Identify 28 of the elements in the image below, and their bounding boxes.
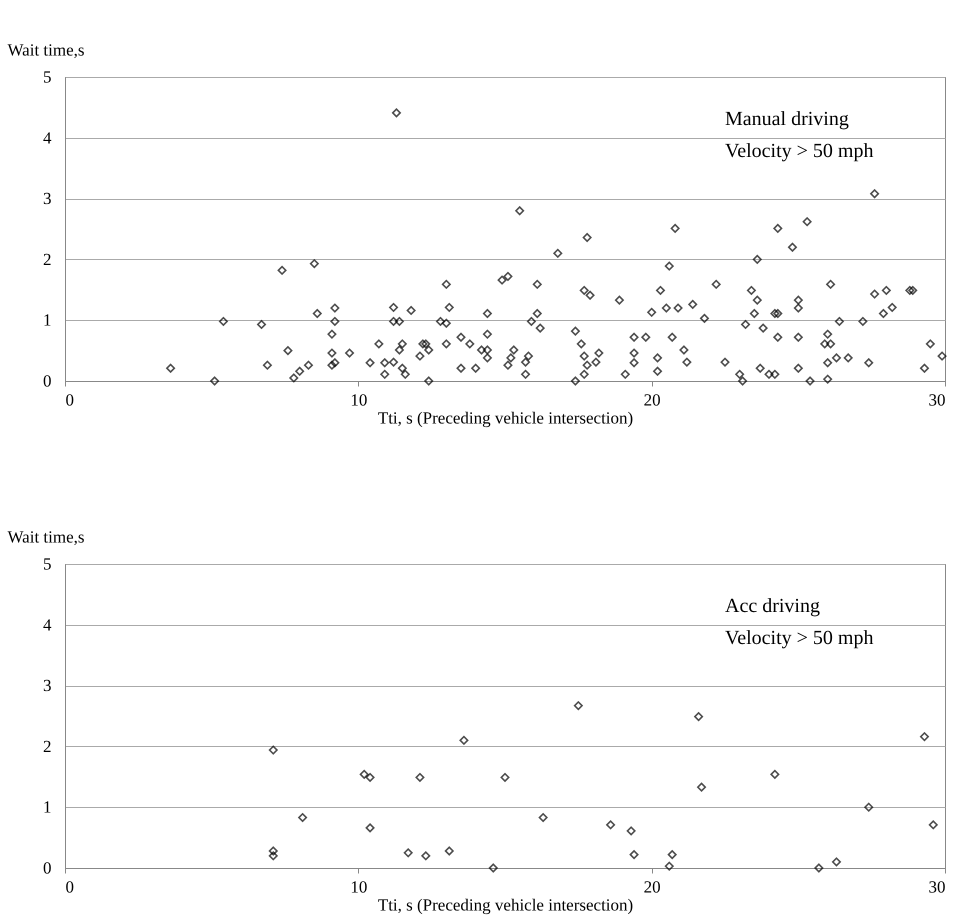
y-tick-label: 1 (43, 310, 52, 330)
y-tick-label: 3 (43, 189, 52, 208)
annotation: Manual driving (725, 108, 849, 130)
annotation: Velocity > 50 mph (725, 140, 874, 162)
y-tick-label: 4 (43, 615, 52, 634)
y-tick-label: 5 (43, 554, 52, 574)
y-tick-label: 0 (43, 372, 52, 390)
x-tick-label: 20 (644, 390, 661, 410)
y-tick-label: 2 (43, 250, 52, 269)
annotation: Acc driving (725, 595, 820, 617)
x-tick-label: 0 (66, 878, 74, 896)
x-tick-label: 10 (350, 390, 368, 410)
x-axis-title: Tti, s (Preceding vehicle intersection) (378, 408, 634, 428)
y-tick-label: 4 (43, 128, 52, 148)
annotation: Velocity > 50 mph (725, 627, 874, 649)
x-tick-label: 10 (350, 878, 368, 896)
y-axis-title: Wait time,s (8, 528, 85, 546)
y-axis-title: Wait time,s (8, 40, 85, 60)
y-tick-label: 3 (43, 676, 52, 696)
x-tick-label: 30 (928, 878, 946, 896)
y-tick-label: 0 (43, 858, 52, 878)
x-tick-label: 0 (66, 390, 74, 410)
x-axis-title: Tti, s (Preceding vehicle intersection) (378, 896, 634, 914)
x-tick-label: 30 (928, 390, 946, 410)
y-tick-label: 2 (43, 736, 52, 756)
y-tick-label: 5 (43, 68, 52, 86)
y-tick-label: 1 (43, 798, 52, 817)
x-tick-label: 20 (644, 878, 661, 896)
